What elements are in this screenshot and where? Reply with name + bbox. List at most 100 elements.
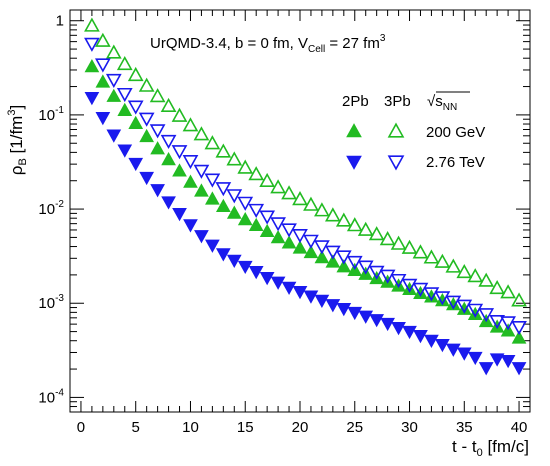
data-point	[368, 265, 385, 280]
data-point	[215, 198, 231, 213]
data-point	[478, 362, 494, 376]
data-point	[500, 354, 516, 369]
data-point	[226, 151, 243, 166]
x-tick-label: 15	[237, 419, 254, 436]
data-point	[281, 185, 297, 200]
data-point	[117, 102, 133, 116]
data-point	[511, 330, 527, 344]
data-point	[183, 219, 198, 233]
data-point	[511, 320, 527, 336]
series-triangle-up-filled	[84, 59, 527, 344]
data-point	[84, 17, 100, 32]
data-point	[116, 87, 133, 103]
data-point	[314, 202, 330, 217]
x-tick-label: 10	[182, 419, 199, 436]
data-point	[160, 97, 177, 113]
data-point	[105, 73, 122, 88]
data-point	[292, 286, 308, 300]
data-point	[489, 353, 505, 367]
data-point	[467, 268, 484, 283]
data-point	[424, 334, 439, 348]
data-point	[270, 229, 286, 244]
data-point	[183, 174, 198, 188]
data-point	[412, 244, 429, 259]
data-point	[335, 250, 352, 265]
x-tick-label: 40	[511, 419, 528, 436]
data-point	[248, 166, 265, 181]
data-point	[500, 316, 516, 331]
data-point	[128, 115, 144, 129]
data-point	[435, 292, 450, 307]
data-point	[423, 249, 440, 264]
data-point	[478, 272, 495, 287]
data-point	[259, 210, 276, 225]
data-point	[171, 145, 188, 160]
data-point	[84, 92, 100, 106]
data-point	[84, 59, 100, 73]
data-point	[368, 226, 385, 241]
data-point	[194, 230, 209, 244]
data-point	[303, 234, 319, 249]
y-tick-label: 10-2	[38, 199, 64, 218]
data-point	[139, 128, 155, 143]
data-point	[160, 134, 177, 150]
data-point	[401, 239, 418, 254]
data-point	[314, 294, 330, 309]
data-point	[138, 112, 155, 127]
data-point	[226, 189, 243, 204]
data-point	[237, 159, 254, 174]
data-point	[445, 343, 461, 357]
data-point	[292, 229, 308, 244]
data-point	[161, 196, 176, 210]
data-point	[205, 191, 220, 205]
data-point	[270, 276, 286, 290]
data-point	[127, 66, 144, 82]
data-point	[391, 322, 406, 336]
data-point	[117, 144, 133, 158]
data-point	[456, 301, 472, 315]
data-point	[149, 124, 166, 139]
data-point	[237, 212, 253, 226]
axis-ticks: 0 5 10 15 20 25 30 35 40 10-4 10-3 10-2 10-1 1	[38, 10, 531, 436]
data-point	[204, 135, 221, 150]
data-point	[467, 351, 483, 366]
legend-col-2pb: 2Pb	[342, 93, 369, 110]
data-point	[193, 126, 210, 141]
data-point	[413, 285, 428, 300]
data-point	[105, 44, 122, 59]
data-point	[182, 154, 199, 170]
data-point	[401, 278, 418, 293]
data-point	[138, 77, 155, 92]
data-point	[303, 244, 319, 259]
legend: 2Pb 3Pb √sNN 200 GeV 2.76 TeV	[342, 91, 485, 171]
data-point	[149, 88, 166, 103]
data-point	[215, 248, 231, 262]
data-point	[94, 32, 111, 47]
data-point	[171, 107, 188, 122]
data-point	[95, 74, 111, 88]
data-point	[172, 163, 187, 177]
data-point	[150, 184, 165, 198]
data-point	[380, 317, 395, 332]
data-point	[248, 266, 264, 280]
data-point	[314, 240, 330, 255]
data-point	[270, 179, 286, 194]
data-point	[314, 250, 330, 264]
data-point	[194, 183, 209, 197]
data-point	[335, 212, 352, 227]
data-point	[237, 260, 253, 275]
data-point	[237, 196, 254, 211]
data-point	[413, 330, 428, 344]
data-point	[500, 284, 516, 299]
data-point	[205, 239, 220, 253]
data-point	[347, 306, 363, 321]
data-point	[325, 299, 341, 313]
data-point	[456, 299, 473, 314]
data-point	[182, 117, 199, 132]
data-point	[434, 291, 451, 306]
data-point	[270, 217, 286, 232]
chart-title: UrQMD-3.4, b = 0 fm, VCell = 27 fm3	[150, 33, 386, 55]
data-point	[95, 112, 111, 126]
data-point	[292, 240, 308, 254]
